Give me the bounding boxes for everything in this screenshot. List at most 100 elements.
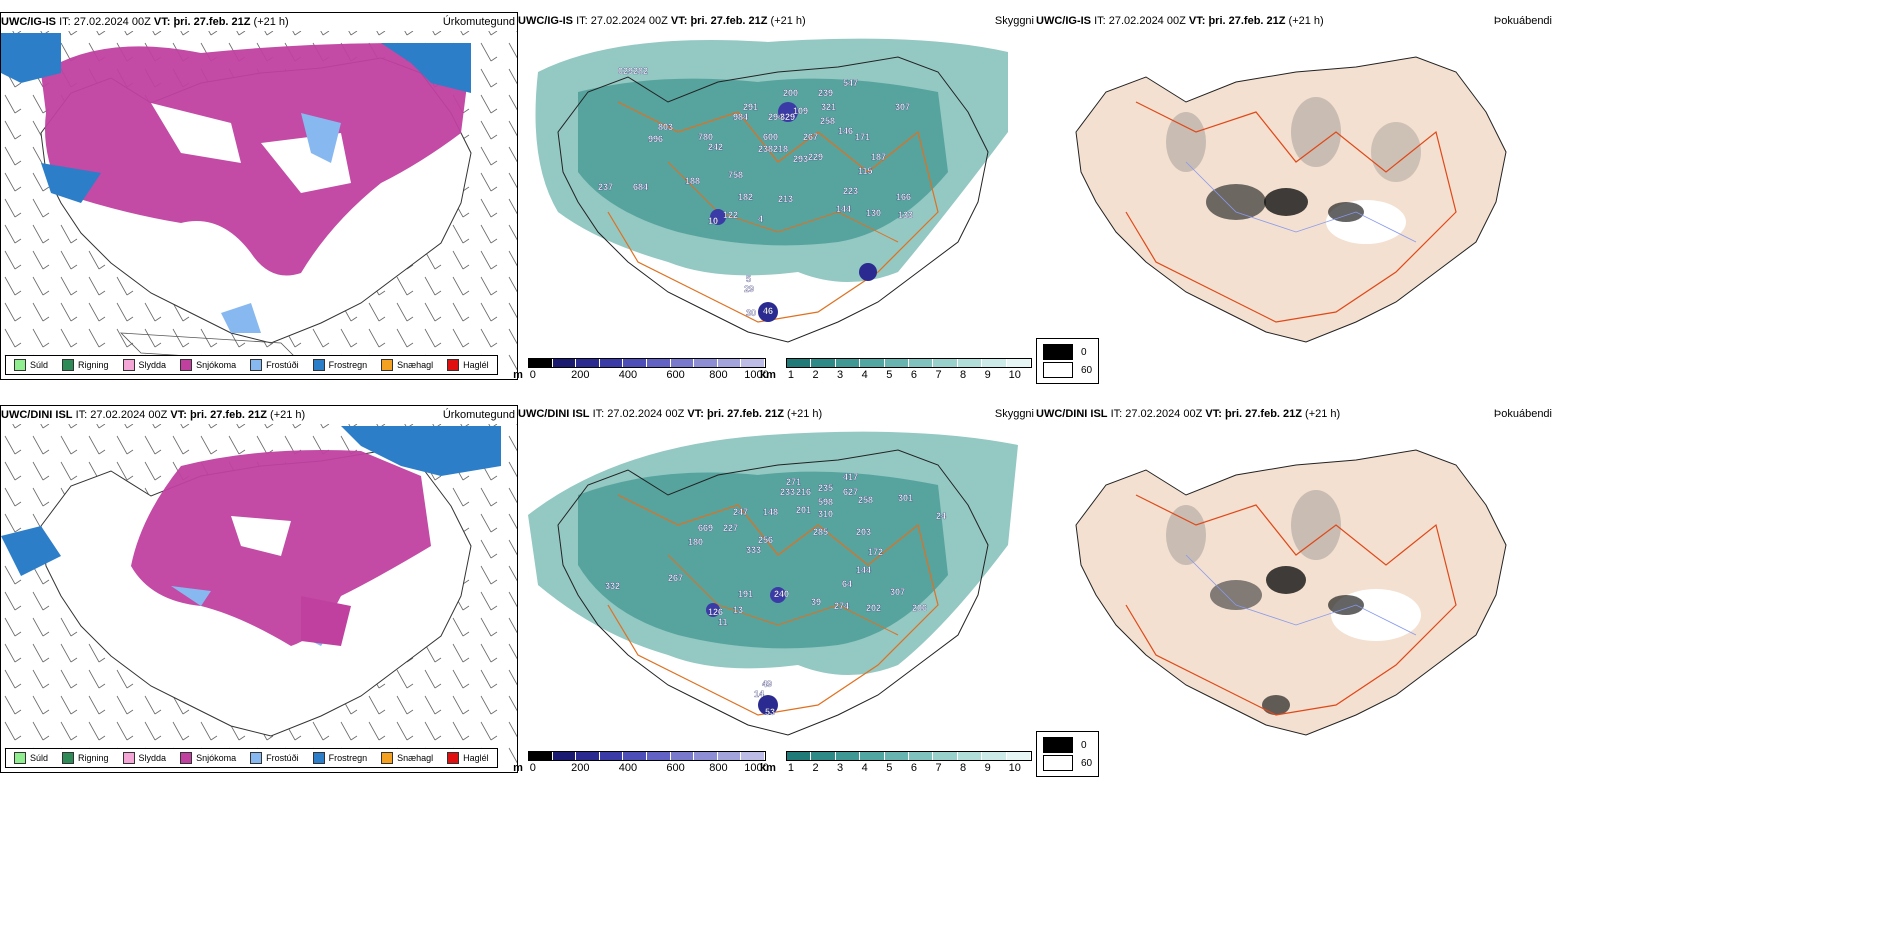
- legend-swatch: [312, 359, 325, 371]
- legend-label: Rigning: [78, 753, 109, 763]
- visibility-value-label: 242: [708, 142, 723, 152]
- it-label: IT:: [1094, 15, 1106, 27]
- visibility-value-label: 307: [890, 587, 905, 597]
- colorbar-tick: 2: [812, 369, 819, 381]
- visibility-value-label: 203: [856, 527, 871, 537]
- colorbar-tick: 6: [910, 762, 917, 774]
- visibility-value-label: 669: [698, 523, 713, 533]
- colorbar-tick: 0: [529, 762, 536, 774]
- colorbar-tick: 10: [1008, 369, 1021, 381]
- vt-label: VT:: [670, 15, 688, 27]
- vt-value: þri. 27.feb. 21Z: [706, 408, 784, 420]
- legend-label: Frostregn: [328, 360, 368, 370]
- it-label: IT:: [75, 409, 88, 421]
- visibility-value-label: 201: [796, 505, 811, 515]
- colorbar-tick: 2: [812, 762, 819, 774]
- fog-panel-bottom: UWC/DINI ISL IT: 27.02.2024 00Z VT: þri.…: [1036, 405, 1554, 773]
- visibility-value-label: 188: [685, 176, 700, 186]
- visibility-value-label: 333: [746, 545, 761, 555]
- visibility-value-label: 267: [668, 573, 683, 583]
- visibility-value-label: 115: [858, 166, 873, 176]
- colorbar-tick: 4: [861, 369, 868, 381]
- visibility-value-label: 144: [856, 565, 871, 575]
- colorbar-unit: m: [513, 762, 523, 774]
- colorbar-unit: m: [513, 369, 523, 381]
- colorbar-tick: 1000: [744, 762, 769, 774]
- visibility-value-label: 14: [754, 689, 764, 699]
- visibility-value-label: 130: [866, 208, 881, 218]
- panel-title: Úrkomutegund: [442, 16, 515, 28]
- colorbar-tick: 600: [666, 762, 685, 774]
- visibility-value-label: 627: [843, 487, 858, 497]
- visibility-value-label: 180: [688, 537, 703, 547]
- visibility-value-label: 267: [803, 132, 818, 142]
- visibility-value-label: 216: [796, 487, 811, 497]
- visibility-value-label: 148: [763, 507, 778, 517]
- fog-swatch-dark: [1043, 737, 1073, 753]
- model-name: UWC/IG-IS: [1036, 15, 1091, 27]
- legend-item: Slydda: [122, 359, 166, 371]
- visibility-value-label: 307: [895, 102, 910, 112]
- model-name: UWC/IG-IS: [1, 16, 56, 28]
- visibility-value-label: 285: [813, 527, 828, 537]
- visibility-value-label: 247: [733, 507, 748, 517]
- colorbar-tick: 7: [935, 369, 942, 381]
- vis-colorbar-m-top: m 0 200 400 600 800 1000: [513, 358, 769, 382]
- panel-header: UWC/DINI ISL IT: 27.02.2024 00Z VT: þri.…: [1, 406, 517, 424]
- panel-header: UWC/IG-IS IT: 27.02.2024 00Z VT: þri. 27…: [518, 12, 1036, 30]
- colorbar-tick: 800: [709, 369, 728, 381]
- lead-time: (+21 h): [270, 409, 306, 421]
- it-value: 27.02.2024 00Z: [590, 15, 668, 27]
- visibility-value-label: 239: [818, 88, 833, 98]
- vt-label: VT:: [170, 409, 187, 421]
- legend-item: Rigning: [62, 359, 109, 371]
- fog-map: [1075, 56, 1507, 343]
- lead-time: (+21 h): [1305, 408, 1341, 420]
- visibility-value-label: 758: [728, 170, 743, 180]
- model-name: UWC/DINI ISL: [1, 409, 73, 421]
- legend-label: Rigning: [78, 360, 109, 370]
- colorbar-tick: 4: [861, 762, 868, 774]
- it-label: IT:: [592, 408, 605, 420]
- visibility-value-label: 329: [780, 112, 795, 122]
- visibility-value-label: 227: [723, 523, 738, 533]
- lead-time: (+21 h): [1288, 15, 1324, 27]
- visibility-value-label: 53: [765, 707, 775, 717]
- visibility-value-label: 24: [936, 511, 946, 521]
- legend-swatch: [62, 752, 75, 764]
- vt-label: VT:: [687, 408, 704, 420]
- fog-map: [1075, 449, 1507, 736]
- visibility-value-label: 258: [858, 495, 873, 505]
- visibility-value-label: 133: [898, 210, 913, 220]
- visibility-value-label: 39: [811, 597, 821, 607]
- legend-item: Súld: [14, 359, 48, 371]
- fog-legend-low: 0: [1081, 346, 1087, 358]
- colorbar-tick: 400: [618, 369, 638, 381]
- visibility-value-label: 029282: [618, 66, 648, 76]
- fog-swatch-light: [1043, 755, 1073, 771]
- it-value: 27.02.2024 00Z: [90, 409, 168, 421]
- precip-type-panel-bottom: UWC/DINI ISL IT: 27.02.2024 00Z VT: þri.…: [0, 405, 518, 773]
- legend-label: Súld: [30, 360, 49, 370]
- legend-item: Slydda: [122, 752, 166, 764]
- visibility-value-label: 4: [758, 214, 763, 224]
- lead-time: (+21 h): [770, 15, 806, 27]
- vt-label: VT:: [1188, 15, 1206, 27]
- panel-title: Skyggni: [994, 15, 1034, 27]
- legend-label: Frostúði: [266, 753, 299, 763]
- visibility-value-label: 213: [778, 194, 793, 204]
- precip-legend: Súld Rigning Slydda Snjókoma Frostúði Fr…: [5, 748, 498, 768]
- visibility-panel-bottom: UWC/DINI ISL IT: 27.02.2024 00Z VT: þri.…: [518, 405, 1036, 773]
- colorbar: [528, 358, 766, 368]
- panel-title: Skyggni: [994, 408, 1034, 420]
- vt-value: þri. 27.feb. 21Z: [690, 15, 768, 27]
- colorbar: [528, 751, 766, 761]
- precip-map: [1, 31, 517, 379]
- colorbar-tick: 200: [571, 369, 590, 381]
- fog-legend-high: 60: [1081, 364, 1093, 376]
- visibility-value-label: 803: [658, 122, 673, 132]
- fog-legend-top: 0 60: [1036, 338, 1100, 384]
- visibility-value-label: 10: [708, 216, 718, 226]
